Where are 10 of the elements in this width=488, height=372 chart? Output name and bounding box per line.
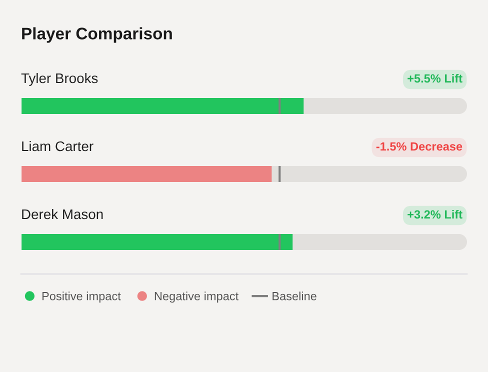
text: +5.5% Lift — [408, 74, 462, 83]
legend-label: Positive impact — [42, 292, 121, 303]
text: -1.5% Decrease — [376, 142, 462, 151]
text: +3.2% Lift — [408, 210, 462, 219]
chart-title: Player Comparison — [22, 27, 172, 43]
legend-label: Baseline — [272, 292, 316, 300]
legend-label: Negative impact — [154, 292, 239, 303]
y-tick-label: Derek Mason — [22, 208, 103, 220]
y-tick-label: Liam Carter — [22, 140, 94, 152]
y-tick-label: Tyler Brooks — [21, 72, 98, 86]
